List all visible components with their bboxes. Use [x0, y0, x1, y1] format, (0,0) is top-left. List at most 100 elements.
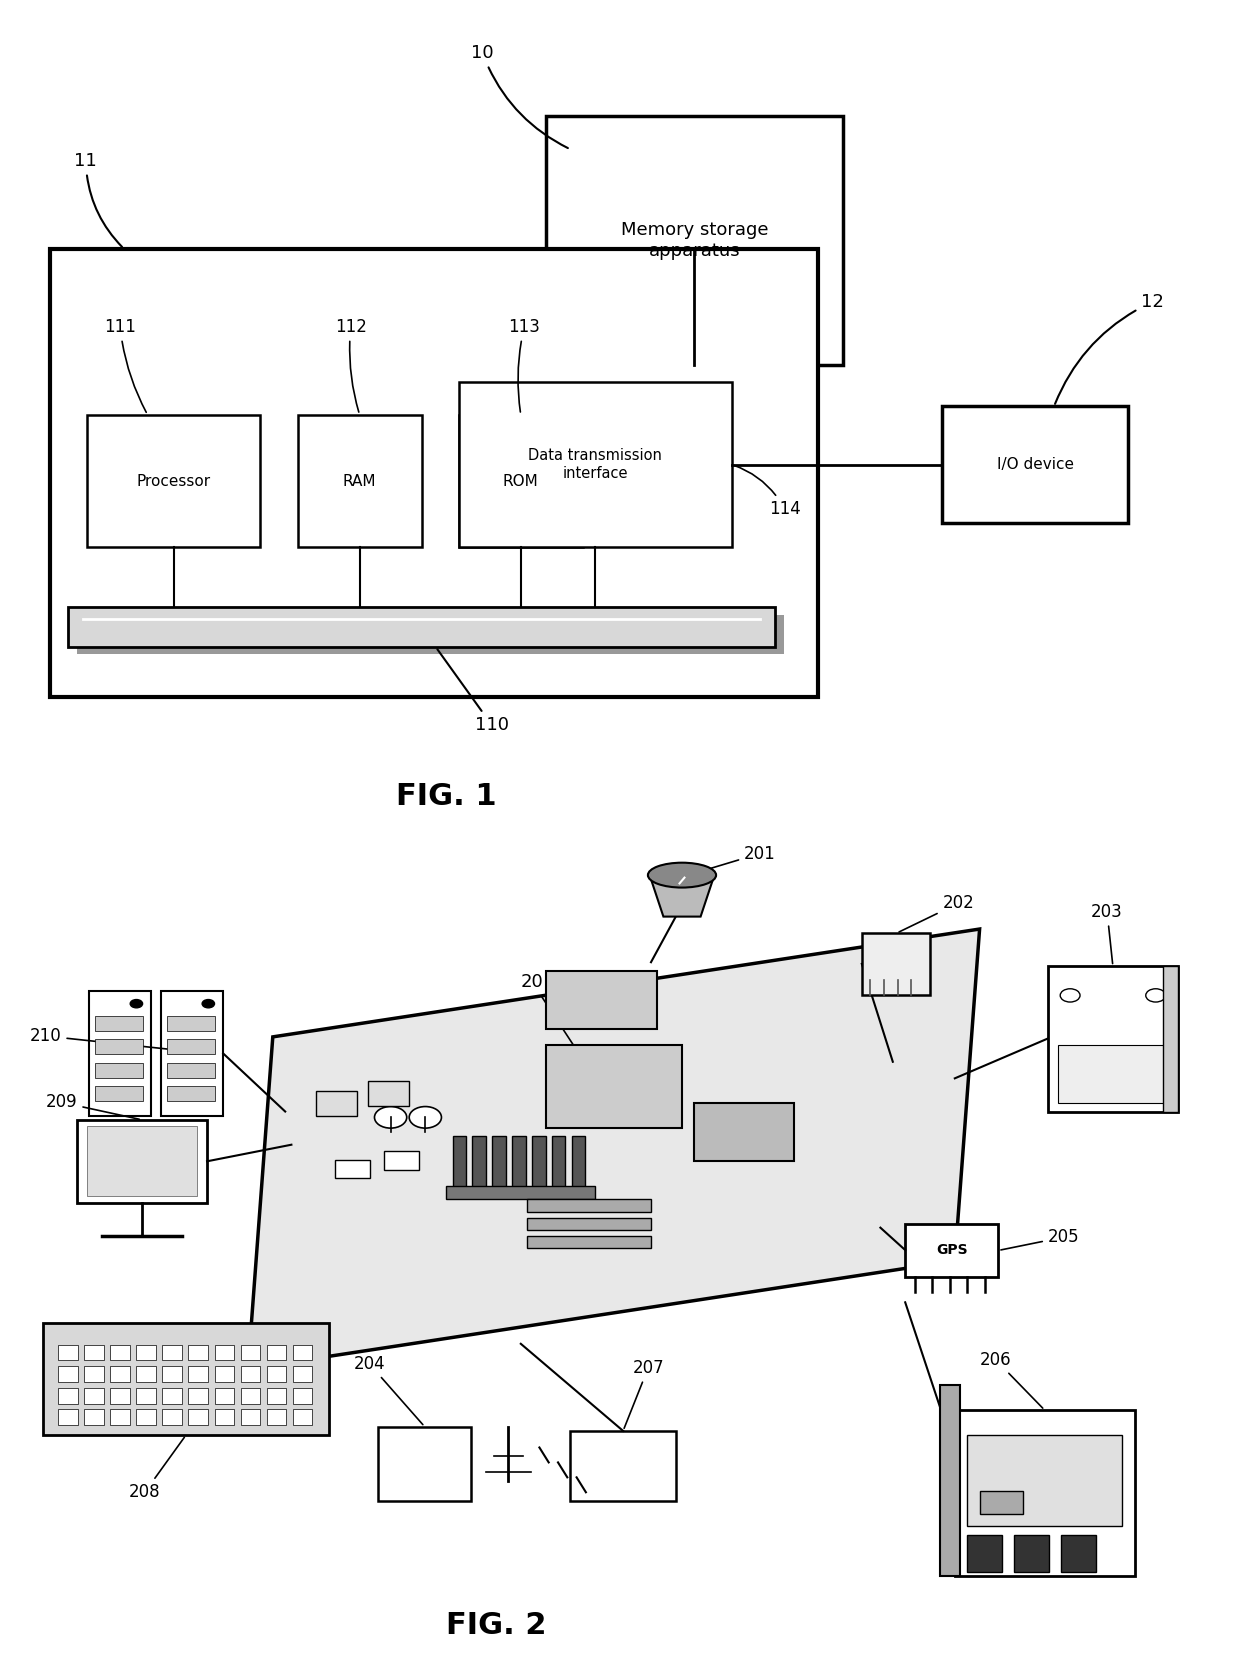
Text: Processor: Processor [136, 473, 211, 489]
Circle shape [130, 999, 143, 1007]
Bar [527, 1236, 651, 1248]
Bar [188, 1344, 208, 1360]
Text: 208: 208 [129, 1437, 185, 1501]
Text: 11: 11 [74, 153, 122, 247]
Bar [188, 1410, 208, 1425]
Bar [95, 1015, 143, 1030]
Bar [512, 1136, 526, 1191]
Bar [162, 1387, 182, 1404]
Bar [446, 1186, 595, 1198]
Bar [546, 116, 843, 365]
Text: 201: 201 [691, 844, 776, 874]
Bar [459, 415, 583, 547]
Bar [942, 406, 1128, 523]
Text: Data transmission
interface: Data transmission interface [528, 448, 662, 481]
Circle shape [409, 1107, 441, 1128]
Bar [1061, 1535, 1096, 1573]
Bar [546, 1045, 682, 1128]
Bar [905, 1224, 998, 1277]
Bar [241, 1410, 260, 1425]
Text: 20: 20 [521, 974, 594, 1077]
Bar [241, 1387, 260, 1404]
Bar [77, 615, 784, 655]
Text: 111: 111 [104, 319, 146, 413]
Bar [84, 1367, 104, 1382]
Polygon shape [651, 879, 713, 916]
Bar [1014, 1535, 1049, 1573]
Bar [267, 1387, 286, 1404]
Text: FIG. 2: FIG. 2 [445, 1611, 547, 1641]
Bar [161, 992, 223, 1117]
Bar [1048, 966, 1178, 1112]
Bar [384, 1151, 419, 1170]
Bar [527, 1218, 651, 1231]
Bar [552, 1136, 565, 1191]
Bar [1058, 1045, 1168, 1103]
Bar [527, 1199, 651, 1211]
Bar [167, 1062, 215, 1078]
Bar [136, 1387, 156, 1404]
Bar [188, 1387, 208, 1404]
Text: 202: 202 [899, 894, 975, 932]
Bar [167, 1039, 215, 1055]
Bar [955, 1410, 1135, 1576]
Bar [84, 1387, 104, 1404]
Bar [335, 1160, 370, 1178]
Bar [267, 1410, 286, 1425]
Bar [162, 1344, 182, 1360]
Circle shape [202, 999, 215, 1007]
Bar [293, 1387, 312, 1404]
Text: 114: 114 [734, 466, 801, 518]
Circle shape [1146, 989, 1166, 1002]
Bar [95, 1062, 143, 1078]
Bar [162, 1410, 182, 1425]
Bar [967, 1435, 1122, 1526]
Text: Memory storage
apparatus: Memory storage apparatus [621, 221, 768, 260]
Text: 113: 113 [508, 319, 541, 411]
Bar [50, 249, 818, 697]
Bar [95, 1085, 143, 1102]
Bar [241, 1344, 260, 1360]
Circle shape [374, 1107, 407, 1128]
Bar [293, 1344, 312, 1360]
Bar [694, 1103, 794, 1161]
Bar [87, 1126, 197, 1196]
Bar [215, 1344, 234, 1360]
Bar [167, 1015, 215, 1030]
Bar [167, 1085, 215, 1102]
Bar [940, 1385, 960, 1576]
Bar [162, 1367, 182, 1382]
Bar [570, 1430, 676, 1501]
Bar [58, 1410, 78, 1425]
Bar [293, 1367, 312, 1382]
Bar [77, 1120, 207, 1203]
Bar [267, 1344, 286, 1360]
Bar [136, 1367, 156, 1382]
Bar [267, 1367, 286, 1382]
Bar [87, 415, 260, 547]
Text: ROM: ROM [503, 473, 538, 489]
Text: FIG. 1: FIG. 1 [396, 781, 497, 811]
Bar [572, 1136, 585, 1191]
Text: 209: 209 [46, 1093, 139, 1120]
Bar [532, 1136, 546, 1191]
Bar [110, 1367, 130, 1382]
Bar [136, 1410, 156, 1425]
Bar [546, 971, 657, 1029]
Text: 205: 205 [1001, 1228, 1080, 1249]
Ellipse shape [647, 863, 717, 888]
Bar [241, 1367, 260, 1382]
Bar [862, 932, 930, 995]
Text: RAM: RAM [342, 473, 377, 489]
Text: 210: 210 [30, 1027, 167, 1048]
Polygon shape [43, 1324, 329, 1435]
Bar [110, 1387, 130, 1404]
Text: 204: 204 [353, 1355, 423, 1425]
Bar [110, 1410, 130, 1425]
Bar [58, 1387, 78, 1404]
Bar [298, 415, 422, 547]
Bar [215, 1367, 234, 1382]
Text: I/O device: I/O device [997, 456, 1074, 473]
Bar [472, 1136, 486, 1191]
Bar [215, 1410, 234, 1425]
